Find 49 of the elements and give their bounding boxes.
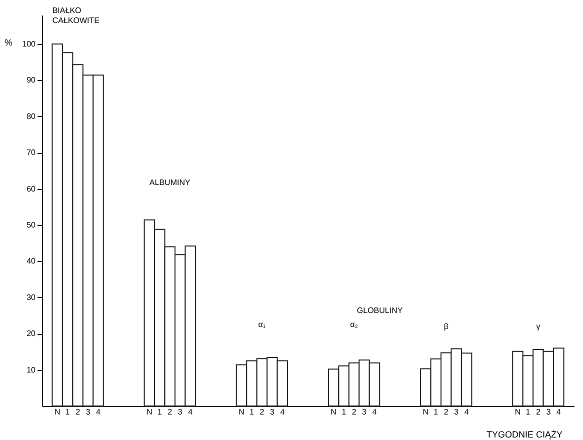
x-tick-label: 4 [188,408,194,416]
x-tick-label: N [514,408,521,416]
x-tick-label: 4 [96,408,102,416]
x-tick-label: 3 [454,408,460,416]
x-tick-label: 4 [280,408,286,416]
annotation: α₁ [258,320,266,329]
x-tick-label: 1 [65,408,70,416]
y-tick-label: 50 [26,220,36,230]
x-tick-label: 3 [270,408,275,416]
x-tick-label: 3 [178,408,183,416]
x-tick-label: N [422,408,429,416]
annotation: GLOBULINY [356,306,404,315]
x-tick-label: 2 [168,408,173,416]
x-tick-label: 4 [556,408,562,416]
annotation: BIAŁKO CAŁKOWITE [52,6,100,25]
y-tick-label: 70 [26,148,36,158]
y-tick-label: 20 [26,329,36,338]
x-tick-label: N [238,408,245,416]
x-tick-label: 3 [86,408,91,416]
x-tick-label: 2 [536,408,541,416]
x-tick-label: 3 [546,408,552,416]
y-axis-title: % [4,38,13,48]
y-tick-label: 10 [26,365,36,374]
x-tick-label: 4 [464,408,470,416]
x-tick-label: 1 [157,408,162,416]
annotation: ALBUMINY [149,178,191,187]
x-axis-title: TYGODNIE CIĄŻY [486,430,562,440]
x-tick-label: 3 [362,408,368,416]
x-tick-label: N [146,408,153,416]
y-tick-label: 90 [26,76,36,85]
y-tick-label: 80 [26,112,36,121]
x-tick-label: 1 [250,408,255,416]
x-tick-label: 1 [342,408,347,416]
annotation: γ [536,322,540,331]
x-tick-label: 2 [76,408,81,416]
x-tick-label: 2 [352,408,357,416]
annotation: β [444,322,449,331]
y-tick-label: 60 [26,184,36,194]
x-tick-label: 1 [434,408,439,416]
annotation: α₂ [350,320,358,329]
x-tick-label: 1 [526,408,531,416]
x-tick-label: 2 [444,408,449,416]
x-tick-label: N [330,408,337,416]
y-tick-label: 40 [26,256,36,266]
y-tick-label: 30 [26,292,36,302]
x-tick-label: N [54,408,60,416]
x-tick-label: 2 [260,408,265,416]
y-tick-label: 100 [22,39,36,48]
x-tick-label: 4 [372,408,378,416]
